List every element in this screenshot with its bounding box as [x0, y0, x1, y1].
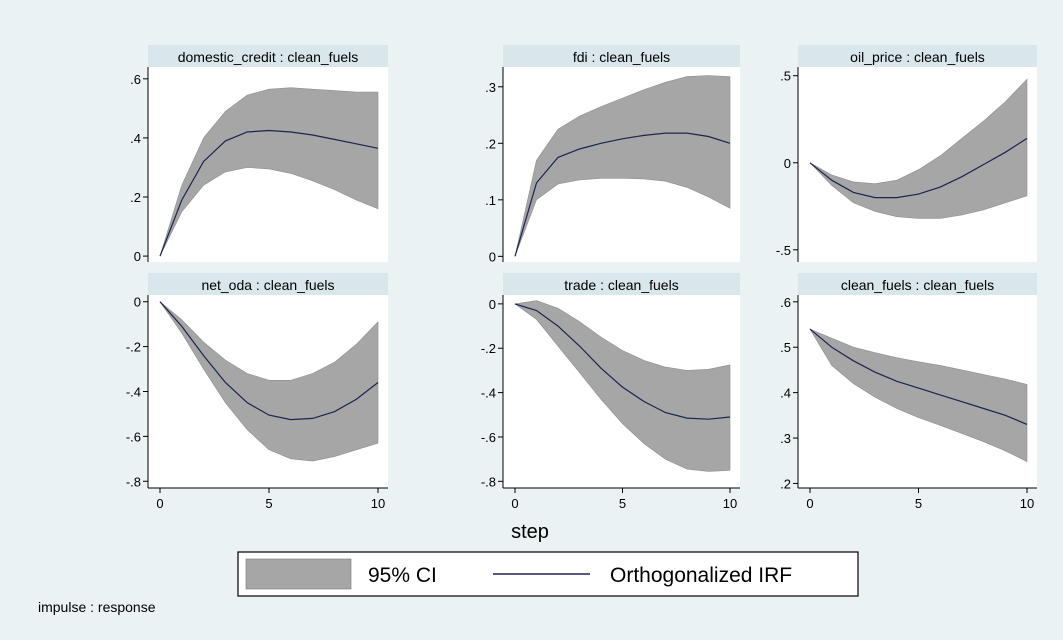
x-axis-title: step [511, 521, 549, 543]
panel-strip [503, 45, 740, 67]
panel-strip [798, 45, 1037, 67]
y-tick-label: .5 [780, 340, 791, 355]
y-tick-label: .5 [780, 69, 791, 84]
y-tick-label: .4 [780, 386, 791, 401]
x-tick-label: 10 [1020, 496, 1034, 511]
x-tick-label: 10 [723, 496, 737, 511]
panels-grid: domestic_credit : clean_fuels 0 .2 .4 .6 fdi … [126, 45, 1037, 511]
irf-line [159, 301, 379, 421]
y-tick-label: .6 [130, 72, 141, 87]
x-tick-label: 5 [265, 496, 272, 511]
panel-title: fdi : clean_fuels [573, 49, 670, 65]
y-tick-label: -.5 [776, 243, 791, 258]
x-tick-label: 5 [619, 496, 626, 511]
panel-strip [148, 273, 388, 295]
y-tick-label: -.8 [481, 474, 496, 489]
panel-title: clean_fuels : clean_fuels [841, 277, 994, 293]
y-tick-label: .2 [485, 136, 496, 151]
x-tick-label: 0 [511, 496, 518, 511]
irf-panel-6: clean_fuels : clean_fuels .2 .3 .4 .5 .6 0 5 10 [780, 273, 1037, 511]
y-tick-label: -.2 [126, 340, 141, 355]
irf-line [809, 328, 1028, 425]
y-tick-label: -.2 [481, 341, 496, 356]
y-tick-label: .3 [780, 431, 791, 446]
y-tick-label: .3 [485, 80, 496, 95]
ci-band [809, 78, 1028, 219]
x-tick-label: 5 [915, 496, 922, 511]
ci-band [159, 87, 379, 257]
y-tick-label: -.6 [126, 429, 141, 444]
irf-panel-1: domestic_credit : clean_fuels 0 .2 .4 .6 [130, 45, 388, 264]
y-tick-label: 0 [134, 295, 141, 310]
legend-ci-label: 95% CI [368, 564, 437, 587]
y-tick-label: -.4 [126, 385, 141, 400]
y-tick-label: .6 [780, 295, 791, 310]
ci-band [809, 328, 1028, 463]
y-tick-label: 0 [489, 249, 496, 264]
y-tick-label: .1 [485, 193, 496, 208]
panel-strip [148, 45, 388, 67]
ci-band [514, 75, 731, 257]
irf-line [159, 129, 379, 257]
panel-title: trade : clean_fuels [564, 277, 678, 293]
y-tick-label: 0 [784, 156, 791, 171]
y-tick-label: 0 [489, 297, 496, 312]
y-tick-label: -.4 [481, 386, 496, 401]
x-tick-label: 0 [806, 496, 813, 511]
legend-irf-label: Orthogonalized IRF [610, 564, 792, 587]
panel-strip [798, 273, 1037, 295]
y-tick-label: -.8 [126, 474, 141, 489]
irf-line [809, 137, 1028, 199]
irf-panel-2: fdi : clean_fuels 0 .1 .2 .3 [485, 45, 740, 264]
legend-ci-swatch [245, 558, 352, 590]
panel-title: domestic_credit : clean_fuels [178, 49, 359, 65]
y-tick-label: .2 [780, 476, 791, 491]
impulse-response-note: impulse : response [38, 599, 156, 615]
panel-title: oil_price : clean_fuels [850, 49, 985, 65]
irf-panel-3: oil_price : clean_fuels -.5 0 .5 [776, 45, 1037, 262]
panel-title: net_oda : clean_fuels [201, 277, 334, 293]
irf-panel-4: net_oda : clean_fuels -.8 -.6 -.4 -.2 0 0 5 10 [126, 273, 388, 511]
irf-line [514, 303, 731, 420]
y-tick-label: .2 [130, 190, 141, 205]
irf-line [514, 132, 731, 257]
y-tick-label: -.6 [481, 430, 496, 445]
x-tick-label: 0 [156, 496, 163, 511]
legend: 95% CI Orthogonalized IRF [237, 551, 859, 597]
y-tick-label: .4 [130, 131, 141, 146]
y-tick-label: 0 [134, 249, 141, 264]
x-tick-label: 10 [371, 496, 385, 511]
panel-strip [503, 273, 740, 295]
irf-panel-5: trade : clean_fuels -.8 -.6 -.4 -.2 0 0 5 10 [481, 273, 740, 511]
